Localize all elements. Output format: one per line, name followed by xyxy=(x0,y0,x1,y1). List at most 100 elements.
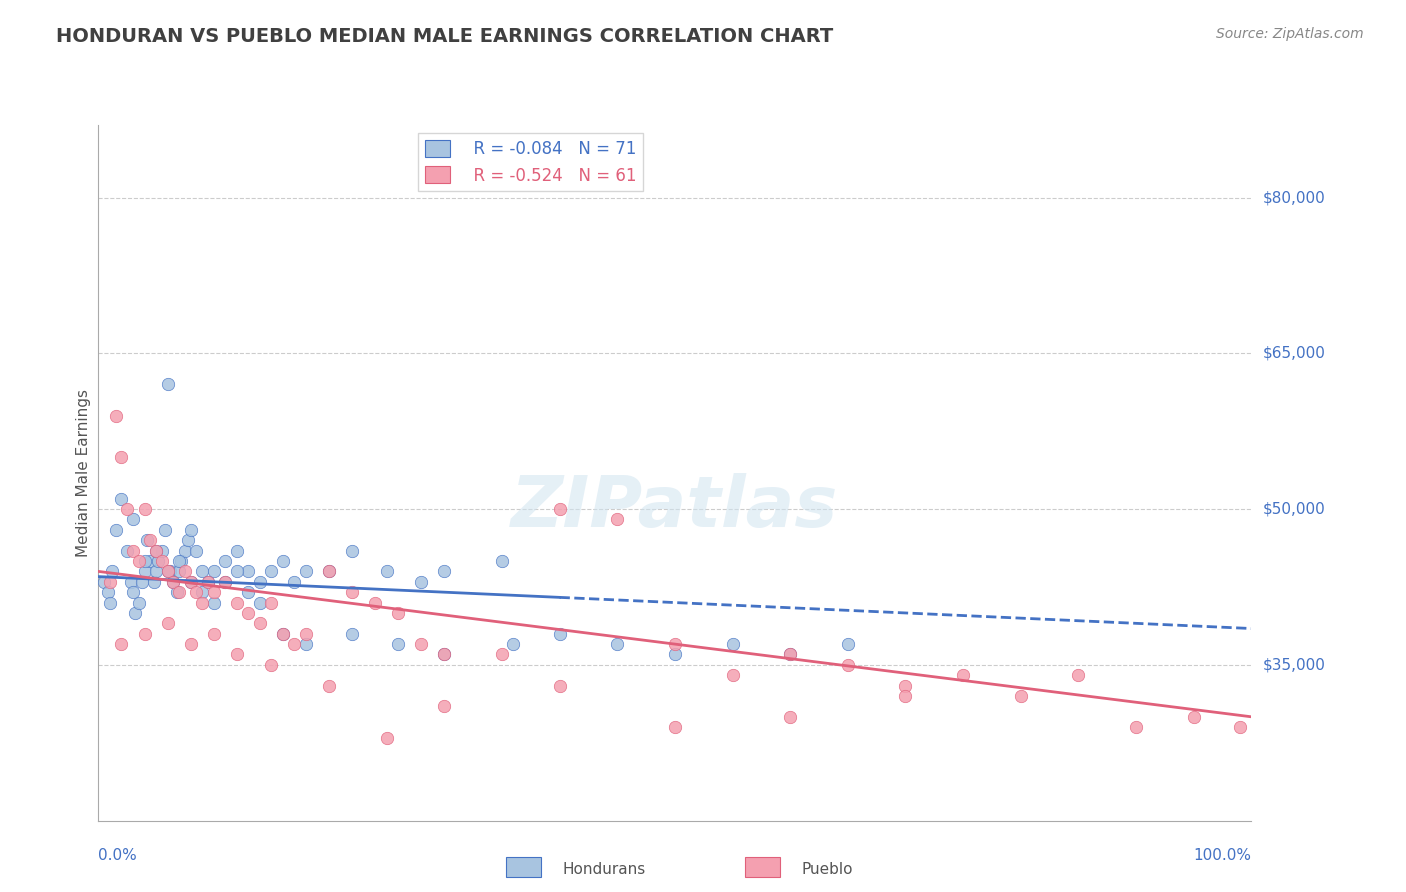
Point xyxy=(122,585,145,599)
Point xyxy=(150,543,173,558)
Point xyxy=(214,554,236,568)
Point xyxy=(117,502,139,516)
Point xyxy=(162,574,184,589)
Text: Source: ZipAtlas.com: Source: ZipAtlas.com xyxy=(1216,27,1364,41)
Point xyxy=(180,523,202,537)
Point xyxy=(721,668,744,682)
Point xyxy=(894,689,917,703)
Point xyxy=(135,533,157,548)
Point xyxy=(779,648,801,662)
Point xyxy=(606,512,628,526)
Point xyxy=(120,574,142,589)
Text: $65,000: $65,000 xyxy=(1263,346,1326,361)
Text: ZIPatlas: ZIPatlas xyxy=(512,473,838,542)
Point xyxy=(155,523,177,537)
Point xyxy=(134,626,156,640)
Point xyxy=(156,616,179,631)
Point xyxy=(101,565,124,579)
Point xyxy=(202,596,225,610)
Point xyxy=(139,554,162,568)
Point xyxy=(186,543,208,558)
Text: $35,000: $35,000 xyxy=(1263,657,1326,673)
Point xyxy=(894,679,917,693)
Point xyxy=(548,679,571,693)
Point xyxy=(295,626,318,640)
Point xyxy=(433,565,456,579)
Point xyxy=(283,574,305,589)
Point xyxy=(180,574,202,589)
Point xyxy=(548,502,571,516)
Point xyxy=(1229,720,1251,734)
Point xyxy=(167,585,190,599)
Point xyxy=(225,543,247,558)
Point xyxy=(191,596,214,610)
Point xyxy=(340,543,363,558)
Point xyxy=(225,648,247,662)
Point xyxy=(186,585,208,599)
Point xyxy=(131,574,153,589)
Point xyxy=(375,731,398,745)
Point xyxy=(159,565,181,579)
Point xyxy=(1067,668,1090,682)
Point xyxy=(491,648,513,662)
Point xyxy=(214,574,236,589)
Point xyxy=(93,574,115,589)
Point xyxy=(104,409,127,423)
Point xyxy=(139,533,162,548)
Point xyxy=(145,543,167,558)
Point xyxy=(197,574,219,589)
Point xyxy=(134,565,156,579)
Point xyxy=(148,554,170,568)
Point xyxy=(225,565,247,579)
Point xyxy=(249,574,271,589)
Point xyxy=(664,720,686,734)
Point xyxy=(502,637,524,651)
Point xyxy=(364,596,387,610)
Text: HONDURAN VS PUEBLO MEDIAN MALE EARNINGS CORRELATION CHART: HONDURAN VS PUEBLO MEDIAN MALE EARNINGS … xyxy=(56,27,834,45)
Point xyxy=(122,512,145,526)
Point xyxy=(97,585,120,599)
Point xyxy=(271,626,294,640)
Point xyxy=(952,668,974,682)
Point xyxy=(387,637,409,651)
Point xyxy=(779,710,801,724)
Point xyxy=(837,637,859,651)
Point xyxy=(117,543,139,558)
Point xyxy=(283,637,305,651)
Point xyxy=(191,565,214,579)
Point xyxy=(167,565,190,579)
Point xyxy=(433,648,456,662)
Point xyxy=(664,637,686,651)
Point xyxy=(433,648,456,662)
Text: $80,000: $80,000 xyxy=(1263,190,1326,205)
Point xyxy=(142,574,165,589)
Point xyxy=(318,565,340,579)
Point xyxy=(295,637,318,651)
Text: Pueblo: Pueblo xyxy=(801,863,853,877)
Point xyxy=(128,596,150,610)
Point xyxy=(238,606,260,620)
Point xyxy=(202,565,225,579)
Point xyxy=(145,565,167,579)
Point xyxy=(260,596,283,610)
Point xyxy=(128,554,150,568)
Point xyxy=(110,637,132,651)
Point xyxy=(271,554,294,568)
Point xyxy=(1182,710,1205,724)
Point xyxy=(260,565,283,579)
Point xyxy=(340,585,363,599)
Point xyxy=(202,585,225,599)
Text: $50,000: $50,000 xyxy=(1263,501,1326,516)
Point xyxy=(174,543,197,558)
Point xyxy=(180,574,202,589)
Point xyxy=(167,554,190,568)
Point xyxy=(110,450,132,465)
Point xyxy=(197,574,219,589)
Point xyxy=(134,554,156,568)
Point xyxy=(177,533,200,548)
Point xyxy=(411,574,433,589)
Point xyxy=(214,574,236,589)
Point xyxy=(260,657,283,672)
Point xyxy=(271,626,294,640)
Point xyxy=(98,574,121,589)
